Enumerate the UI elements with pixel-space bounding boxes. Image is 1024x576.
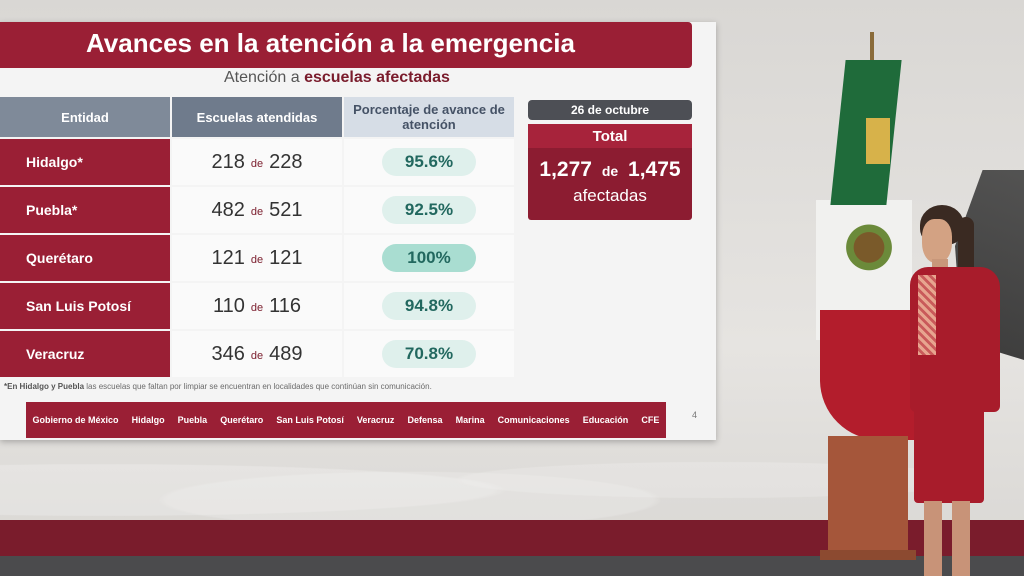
speaker-skirt [914, 405, 984, 503]
total-total: 1,475 [628, 158, 681, 181]
porcentaje-cell: 92.5% [344, 187, 514, 233]
entidad-cell: Querétaro [0, 235, 170, 281]
porcentaje-cell: 100% [344, 235, 514, 281]
slide-title: Avances en la atención a la emergencia [86, 28, 575, 58]
escuelas-cell: 346 de 489 [172, 331, 342, 377]
logo-queretaro: Querétaro [220, 415, 264, 425]
total-value: 489 [269, 342, 303, 365]
date-badge: 26 de octubre [528, 100, 692, 120]
atendidas-value: 482 [211, 198, 245, 221]
atendidas-value: 218 [211, 150, 245, 173]
porcentaje-cell: 95.6% [344, 139, 514, 185]
flag-fringe [866, 118, 890, 164]
slide-subtitle: Atención a escuelas afectadas [224, 69, 450, 87]
total-box: Total 1,277 de 1,475 afectadas [528, 124, 692, 220]
header-escuelas: Escuelas atendidas [172, 97, 342, 137]
presentation-screen: Avances en la atención a la emergencia A… [0, 22, 716, 440]
escuelas-cell: 482 de 521 [172, 187, 342, 233]
header-entidad: Entidad [0, 97, 170, 137]
atendidas-value: 346 [211, 342, 245, 365]
logo-educacion: Educación [582, 415, 629, 425]
logo-puebla: Puebla [177, 415, 208, 425]
atendidas-value: 121 [211, 246, 245, 269]
entidad-cell: Veracruz [0, 331, 170, 377]
footnote: *En Hidalgo y Puebla las escuelas que fa… [4, 382, 432, 391]
flag-stand [828, 436, 908, 560]
porcentaje-cell: 94.8% [344, 283, 514, 329]
porcentaje-pill: 70.8% [382, 340, 476, 368]
total-atendidas: 1,277 [539, 158, 592, 181]
stage-floor [0, 556, 1024, 576]
porcentaje-pill: 95.6% [382, 148, 476, 176]
logo-marina: Marina [455, 415, 485, 425]
entidad-cell: Hidalgo* [0, 139, 170, 185]
escuelas-cell: 110 de 116 [172, 283, 342, 329]
total-values: 1,277 de 1,475 [528, 158, 692, 182]
total-value: 228 [269, 150, 303, 173]
flag-red-stripe [820, 310, 916, 440]
connector-de: de [601, 163, 619, 179]
entidad-cell: Puebla* [0, 187, 170, 233]
porcentaje-pill: 94.8% [382, 292, 476, 320]
subtitle-prefix: Atención a [224, 69, 300, 86]
porcentaje-cell: 70.8% [344, 331, 514, 377]
escuelas-cell: 121 de 121 [172, 235, 342, 281]
speaker-blouse [918, 275, 936, 355]
connector-de: de [250, 206, 264, 218]
porcentaje-pill: 100% [382, 244, 476, 272]
page-number: 4 [692, 410, 698, 420]
speaker-leg-right [952, 501, 970, 576]
speaker-face [922, 219, 952, 263]
logo-gobierno: Gobierno de México [32, 415, 119, 425]
connector-de: de [250, 350, 264, 362]
atendidas-value: 110 [212, 294, 245, 317]
footnote-rest: las escuelas que faltan por limpiar se e… [86, 382, 432, 391]
logo-hidalgo: Hidalgo [131, 415, 165, 425]
flag-emblem-icon [838, 215, 900, 287]
subtitle-bold: escuelas afectadas [304, 69, 450, 86]
flag-stand-base [820, 550, 916, 560]
escuelas-cell: 218 de 228 [172, 139, 342, 185]
logo-slp: San Luis Potosí [276, 415, 344, 425]
footnote-bold: *En Hidalgo y Puebla [4, 382, 85, 391]
connector-de: de [250, 254, 264, 266]
speaker-leg-left [924, 501, 942, 576]
total-label: Total [528, 124, 692, 148]
connector-de: de [250, 158, 264, 170]
entidad-cell: San Luis Potosí [0, 283, 170, 329]
logo-cfe: CFE [641, 415, 660, 425]
total-value: 521 [269, 198, 303, 221]
porcentaje-pill: 92.5% [382, 196, 476, 224]
logo-veracruz: Veracruz [356, 415, 395, 425]
total-sub: afectadas [573, 186, 647, 205]
connector-de: de [250, 302, 264, 314]
total-value: 116 [269, 294, 302, 317]
logo-bar: Gobierno de México Hidalgo Puebla Querét… [26, 402, 666, 438]
logo-comunicaciones: Comunicaciones [497, 415, 570, 425]
logo-defensa: Defensa [407, 415, 443, 425]
title-bar: Avances en la atención a la emergencia [0, 22, 692, 68]
header-porcentaje: Porcentaje de avance de atención [344, 97, 514, 137]
speaker [906, 205, 1006, 576]
total-value: 121 [269, 246, 303, 269]
